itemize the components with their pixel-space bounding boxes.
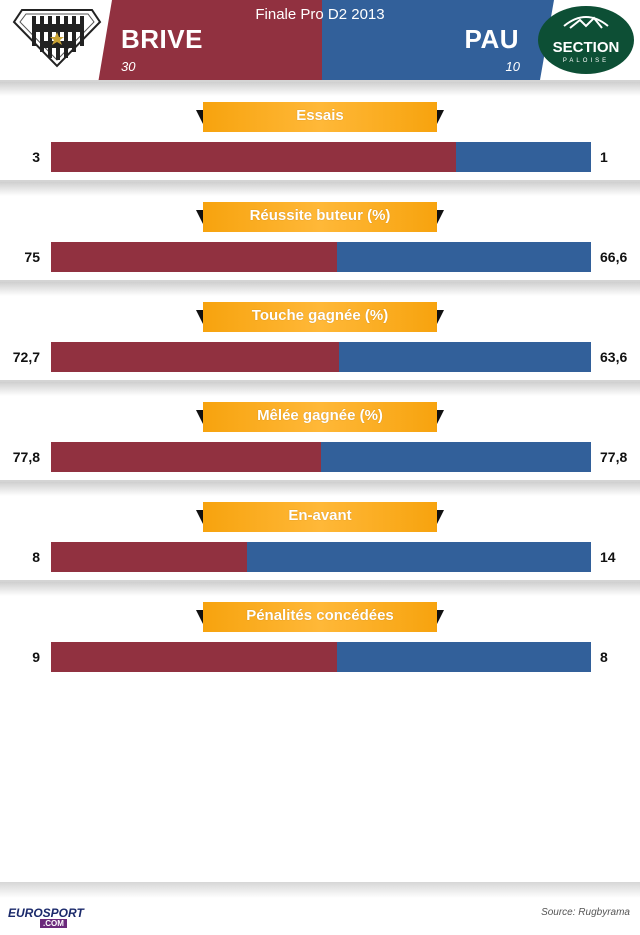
banner-tab-right [436, 410, 444, 426]
stat-label: Essais [203, 102, 437, 132]
home-bar-segment [51, 342, 339, 372]
stat-bar [51, 642, 591, 672]
banner-tab-left [196, 310, 204, 326]
home-bar-segment [51, 642, 337, 672]
away-team-score: 10 [505, 59, 520, 74]
away-value-label: 66,6 [600, 249, 628, 265]
section-paloise-logo: SECTION PALOISE [538, 6, 634, 74]
stat-label-banner: En-avant [196, 502, 444, 532]
stat-row: Réussite buteur (%) 75 66,6 [0, 180, 640, 280]
banner-tab-right [436, 310, 444, 326]
away-value-label: 77,8 [600, 449, 628, 465]
home-team-name: BRIVE [121, 24, 203, 54]
banner-tab-left [196, 510, 204, 526]
home-value-label: 3 [32, 149, 40, 165]
away-bar-segment [337, 242, 591, 272]
banner-tab-left [196, 610, 204, 626]
brive-logo [12, 9, 102, 68]
away-team-name: PAU [464, 24, 519, 54]
stat-bar [51, 442, 591, 472]
source-credit: Source: Rugbyrama [541, 907, 630, 918]
away-value-label: 63,6 [600, 349, 628, 365]
banner-tab-left [196, 210, 204, 226]
away-bar-segment [321, 442, 591, 472]
stat-label: Touche gagnée (%) [203, 302, 437, 332]
banner-tab-right [436, 110, 444, 126]
stat-label-banner: Touche gagnée (%) [196, 302, 444, 332]
away-bar-segment [337, 642, 591, 672]
away-value-label: 1 [600, 149, 608, 165]
home-team-score: 30 [121, 59, 136, 74]
stat-label: Pénalités concédées [203, 602, 437, 632]
footer: EUROSPORT .COM Source: Rugbyrama [0, 882, 640, 935]
away-bar-segment [339, 342, 591, 372]
match-title: Finale Pro D2 2013 [255, 6, 385, 23]
stat-row: Mêlée gagnée (%) 77,8 77,8 [0, 380, 640, 480]
banner-tab-left [196, 110, 204, 126]
match-header: SECTION PALOISE Finale Pro D2 2013 BRIVE… [0, 0, 640, 80]
stat-row: Essais 3 1 [0, 80, 640, 180]
home-bar-segment [51, 242, 337, 272]
home-value-label: 75 [24, 249, 40, 265]
eurosport-logo-sub: .COM [40, 919, 67, 928]
banner-tab-left [196, 410, 204, 426]
stat-bar [51, 242, 591, 272]
away-bar-segment [456, 142, 591, 172]
home-value-label: 8 [32, 549, 40, 565]
home-value-label: 72,7 [12, 349, 40, 365]
stat-row: Pénalités concédées 9 8 [0, 580, 640, 680]
home-bar-segment [51, 542, 247, 572]
away-bar-segment [247, 542, 591, 572]
eurosport-logo: EUROSPORT [8, 906, 84, 920]
banner-tab-right [436, 610, 444, 626]
svg-text:SECTION: SECTION [553, 39, 620, 56]
stat-label-banner: Mêlée gagnée (%) [196, 402, 444, 432]
stat-label-banner: Réussite buteur (%) [196, 202, 444, 232]
stat-label-banner: Pénalités concédées [196, 602, 444, 632]
away-value-label: 8 [600, 649, 608, 665]
stat-bar [51, 342, 591, 372]
banner-tab-right [436, 210, 444, 226]
stat-label: Mêlée gagnée (%) [203, 402, 437, 432]
stat-label: En-avant [203, 502, 437, 532]
home-bar-segment [51, 442, 321, 472]
home-value-label: 9 [32, 649, 40, 665]
stats-chart: Essais 3 1 Réussite buteur (%) 75 66,6 Touche … [0, 80, 640, 680]
away-value-label: 14 [600, 549, 616, 565]
home-bar-segment [51, 142, 456, 172]
stat-bar [51, 142, 591, 172]
stat-row: Touche gagnée (%) 72,7 63,6 [0, 280, 640, 380]
stat-bar [51, 542, 591, 572]
stat-label: Réussite buteur (%) [203, 202, 437, 232]
stat-label-banner: Essais [196, 102, 444, 132]
stat-row: En-avant 8 14 [0, 480, 640, 580]
home-value-label: 77,8 [12, 449, 40, 465]
svg-text:PALOISE: PALOISE [563, 58, 609, 64]
banner-tab-right [436, 510, 444, 526]
